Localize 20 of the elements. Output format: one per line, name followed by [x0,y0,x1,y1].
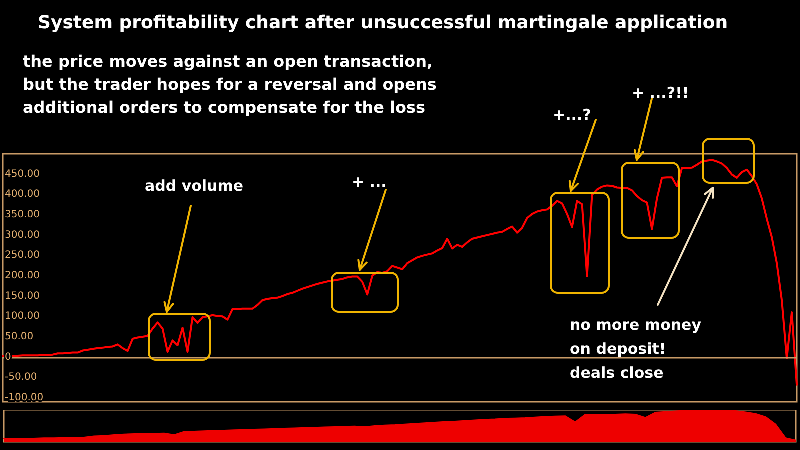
annotation: no more money on deposit! deals close [570,316,702,382]
text: +...? [553,106,592,124]
chart-title: System profitability chart after unsuccessful martingale application [38,12,728,34]
line-series [2,159,798,386]
y-tick-label: 450.00 [5,168,40,180]
text: + ...?!! [632,84,690,102]
y-tick-label: -100.00 [5,392,44,404]
y-tick-label: 50.00 [5,331,34,342]
annotation: + ... [352,173,387,191]
y-tick-label: 150.00 [5,290,40,302]
y-tick-label: 250.00 [5,250,40,262]
y-tick-label: 200.00 [5,270,40,282]
y-tick-label: 400.00 [5,189,40,200]
y-tick-label: 100.00 [5,311,40,322]
y-tick-label: -50.00 [5,372,38,384]
annotation: add volume [145,177,244,195]
y-tick-label: 300.00 [5,230,40,241]
y-tick-label: 0 [5,352,12,363]
y-tick-label: 350.00 [5,209,40,220]
chart-subtitle: the price moves against an open transaction, but the trader hopes for a reversal and opens additional orders to compensate for the loss [23,52,437,117]
